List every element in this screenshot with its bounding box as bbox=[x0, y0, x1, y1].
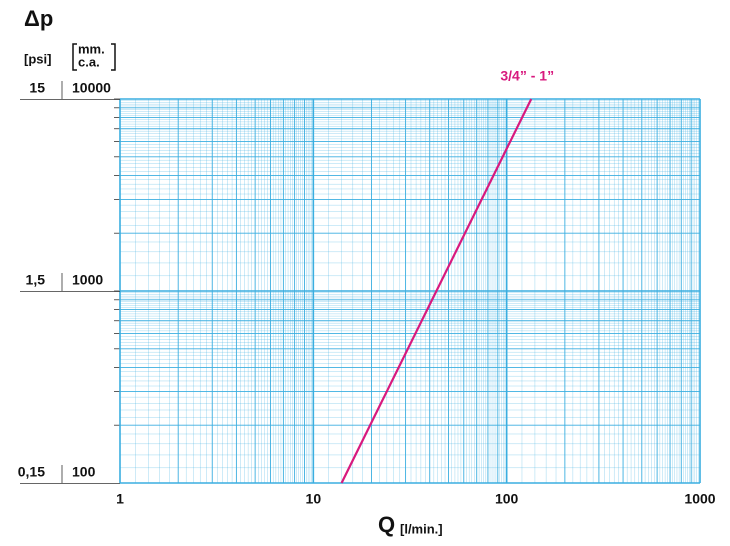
y-tick-label: 1000 bbox=[72, 272, 103, 288]
x-tick-label: 100 bbox=[495, 491, 519, 507]
y2-tick-label: 1,5 bbox=[26, 272, 46, 288]
y-axis-label: mm. bbox=[78, 41, 105, 56]
x-axis-unit: [l/min.] bbox=[400, 521, 443, 536]
series-line bbox=[340, 98, 533, 484]
x-tick-label: 10 bbox=[306, 491, 322, 507]
x-axis-label: Q bbox=[378, 512, 395, 537]
series-label: 3/4” - 1” bbox=[500, 68, 554, 84]
x-tick-label: 1000 bbox=[684, 491, 715, 507]
bracket bbox=[72, 43, 116, 71]
chart-title: Δp bbox=[24, 6, 53, 31]
y-axis-label: c.a. bbox=[78, 54, 100, 69]
y2-tick-label: 0,15 bbox=[18, 464, 45, 480]
y-tick-label: 100 bbox=[72, 464, 96, 480]
y-tick-label: 10000 bbox=[72, 80, 111, 96]
y2-axis-label: [psi] bbox=[24, 51, 51, 66]
x-tick-label: 1 bbox=[116, 491, 124, 507]
y2-tick-label: 15 bbox=[29, 80, 45, 96]
